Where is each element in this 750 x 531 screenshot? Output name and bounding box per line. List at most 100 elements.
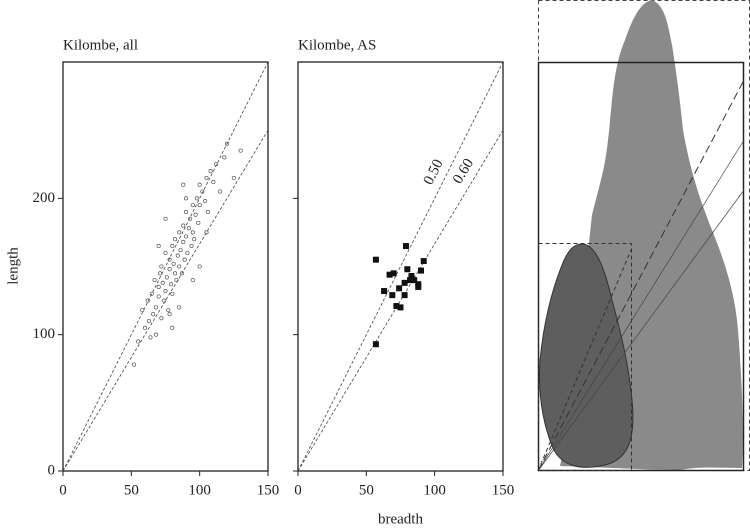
point [218,189,223,194]
point [177,305,182,310]
point [153,332,158,337]
point [189,244,194,249]
point [132,362,137,367]
x-tick-label: 50 [359,482,374,498]
point [407,277,414,284]
point [401,279,408,286]
outline-panel [537,0,750,472]
point [204,175,209,180]
point [177,264,182,269]
point [170,325,175,330]
point [168,282,174,287]
point [136,339,141,344]
ratio-line [62,61,269,472]
point [192,237,197,242]
point [140,308,145,313]
point [175,253,180,258]
point [190,278,195,283]
point [420,258,427,265]
point [186,226,191,231]
x-tick-label: 50 [124,482,139,498]
point [174,278,179,283]
point [164,275,169,280]
point [156,294,161,299]
x-tick-label: 0 [59,482,67,498]
point [148,335,153,340]
point [222,155,227,160]
plot-frame [62,61,269,472]
diagonal-line [537,139,745,472]
point [401,292,408,299]
x-axis-label: breadth [378,511,423,527]
point [402,243,409,250]
point [390,270,397,277]
point [142,325,148,330]
point [411,277,418,284]
point [182,257,187,262]
point [211,179,216,185]
y-tick-label: 200 [33,190,56,206]
point [203,199,208,204]
point [157,271,163,276]
point [183,196,189,201]
point [163,288,168,294]
point [159,316,164,321]
point [389,292,396,299]
x-tick-label: 0 [294,482,302,498]
point [185,250,190,255]
point [190,230,195,235]
point [204,230,209,235]
point [200,189,205,194]
ratio-line [297,129,504,472]
point [167,312,172,317]
point [196,220,201,225]
point [194,196,199,201]
point [181,239,186,245]
point [396,285,403,292]
point [397,304,404,311]
point [179,271,184,276]
point [415,283,422,290]
panel-title: Kilombe, AS [298,37,376,53]
diagonal-line [537,79,745,472]
y-tick-label: 100 [33,326,56,342]
point [197,182,202,187]
point [386,271,393,278]
point [152,278,157,283]
point [418,267,424,274]
point [166,308,171,313]
panel-title: Kilombe, all [63,37,138,53]
point [372,256,379,263]
point [190,203,195,208]
point [208,169,213,174]
point [177,230,182,235]
point [205,209,210,215]
point [159,264,164,269]
point [197,264,202,269]
point [381,288,388,295]
diagonal-line [537,189,745,472]
point [151,312,156,317]
point [167,257,172,262]
point [170,244,175,249]
point [162,298,167,303]
point [163,216,168,221]
x-tick-label: 150 [492,482,515,498]
y-tick-label: 0 [48,462,56,478]
ratio-line [62,129,269,472]
diagonal-line [537,249,632,472]
point [156,244,161,249]
point [231,175,236,180]
x-tick-label: 100 [423,482,446,498]
plot-frame [297,61,504,472]
point [224,141,230,146]
point [393,303,400,310]
x-tick-label: 150 [257,482,280,498]
point [173,271,178,276]
point [171,261,176,266]
point [181,223,186,228]
point [170,291,175,296]
x-tick-label: 100 [188,482,211,498]
point [404,266,411,273]
